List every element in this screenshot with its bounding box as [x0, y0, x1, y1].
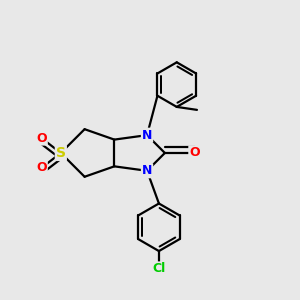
Text: O: O	[36, 132, 47, 145]
Text: Cl: Cl	[152, 262, 166, 275]
Text: O: O	[189, 146, 200, 160]
Text: S: S	[56, 146, 66, 160]
Text: N: N	[142, 129, 152, 142]
Text: N: N	[142, 164, 152, 177]
Text: O: O	[36, 161, 47, 174]
